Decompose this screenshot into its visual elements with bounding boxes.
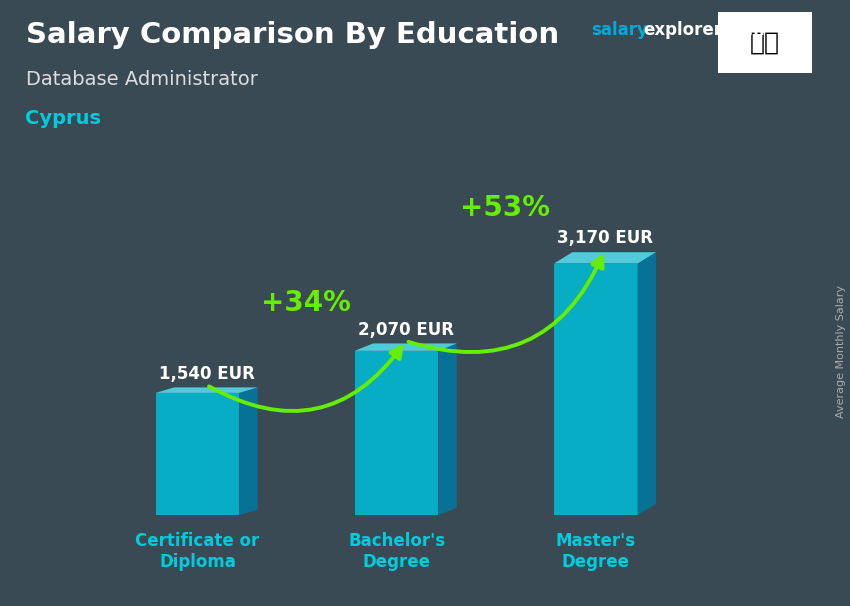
Text: 1,540 EUR: 1,540 EUR — [159, 365, 255, 382]
Text: 🇨🇾: 🇨🇾 — [750, 30, 780, 55]
Text: +34%: +34% — [261, 289, 351, 317]
Text: Database Administrator: Database Administrator — [26, 70, 258, 88]
Polygon shape — [354, 351, 439, 515]
Text: Average Monthly Salary: Average Monthly Salary — [836, 285, 846, 418]
Text: explorer.com: explorer.com — [643, 21, 765, 39]
Polygon shape — [156, 393, 239, 515]
Polygon shape — [439, 344, 456, 515]
Polygon shape — [239, 387, 258, 515]
Polygon shape — [638, 252, 656, 515]
Text: Salary Comparison By Education: Salary Comparison By Education — [26, 21, 558, 49]
Text: Cyprus: Cyprus — [26, 109, 101, 128]
Text: 2,070 EUR: 2,070 EUR — [358, 321, 454, 339]
Polygon shape — [156, 387, 258, 393]
Text: salary: salary — [591, 21, 648, 39]
Text: 3,170 EUR: 3,170 EUR — [557, 230, 653, 247]
Polygon shape — [554, 264, 638, 515]
Polygon shape — [554, 252, 656, 264]
Polygon shape — [354, 344, 456, 351]
Text: +53%: +53% — [461, 194, 550, 222]
